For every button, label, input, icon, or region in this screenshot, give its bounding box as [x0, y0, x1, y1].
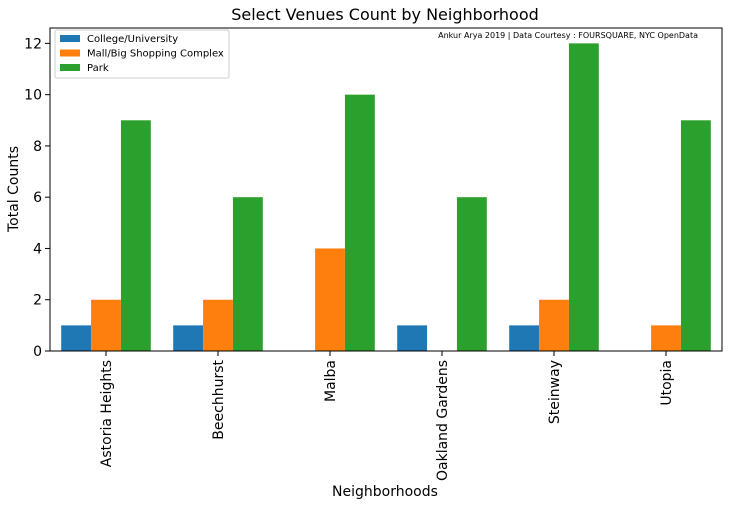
y-tick-label: 6	[33, 190, 42, 206]
bar	[203, 299, 233, 351]
bar	[232, 197, 263, 351]
y-tick-label: 2	[33, 293, 42, 309]
legend-swatch	[60, 64, 80, 71]
legend: College/University Mall/Big Shopping Comp…	[54, 29, 230, 79]
x-tick-label: Steinway	[547, 360, 563, 424]
bar	[91, 299, 121, 351]
plot-frame	[49, 27, 723, 352]
x-axis-label: Neighborhoods	[332, 484, 438, 500]
bar	[456, 197, 487, 351]
y-axis-label: Total Counts	[6, 146, 22, 233]
bar	[397, 325, 428, 351]
bar	[680, 120, 711, 351]
legend-label: College/University	[87, 34, 178, 45]
legend-label: Mall/Big Shopping Complex	[87, 49, 224, 60]
bar	[120, 120, 151, 351]
y-tick-label: 8	[33, 139, 42, 155]
bar	[509, 325, 540, 351]
bar	[61, 325, 92, 351]
x-tick-label: Malba	[323, 360, 339, 402]
legend-swatch	[60, 35, 80, 42]
y-tick-label: 0	[33, 344, 42, 360]
x-tick-label: Utopia	[659, 360, 675, 406]
bar	[173, 325, 204, 351]
bar	[539, 299, 569, 351]
credit-annotation: Ankur Arya 2019 | Data Courtesy : FOURSQ…	[438, 31, 698, 40]
legend-label: Park	[87, 63, 109, 74]
bar	[315, 248, 345, 351]
legend-swatch	[60, 49, 80, 57]
x-tick-label: Astoria Heights	[99, 360, 115, 467]
x-tick-label: Oakland Gardens	[435, 360, 451, 481]
y-tick-label: 12	[24, 36, 42, 52]
legend-box	[54, 29, 230, 79]
bar	[568, 43, 599, 351]
chart-title: Select Venues Count by Neighborhood	[231, 5, 539, 24]
bar	[651, 325, 681, 351]
plot-area: 0 2 4 6 8 10 12 Astoria Heights Beechhurst Malba O…	[24, 27, 723, 481]
y-tick-label: 4	[33, 241, 42, 257]
x-tick-label: Beechhurst	[211, 359, 227, 439]
bar	[344, 94, 375, 352]
y-tick-label: 10	[24, 88, 42, 104]
